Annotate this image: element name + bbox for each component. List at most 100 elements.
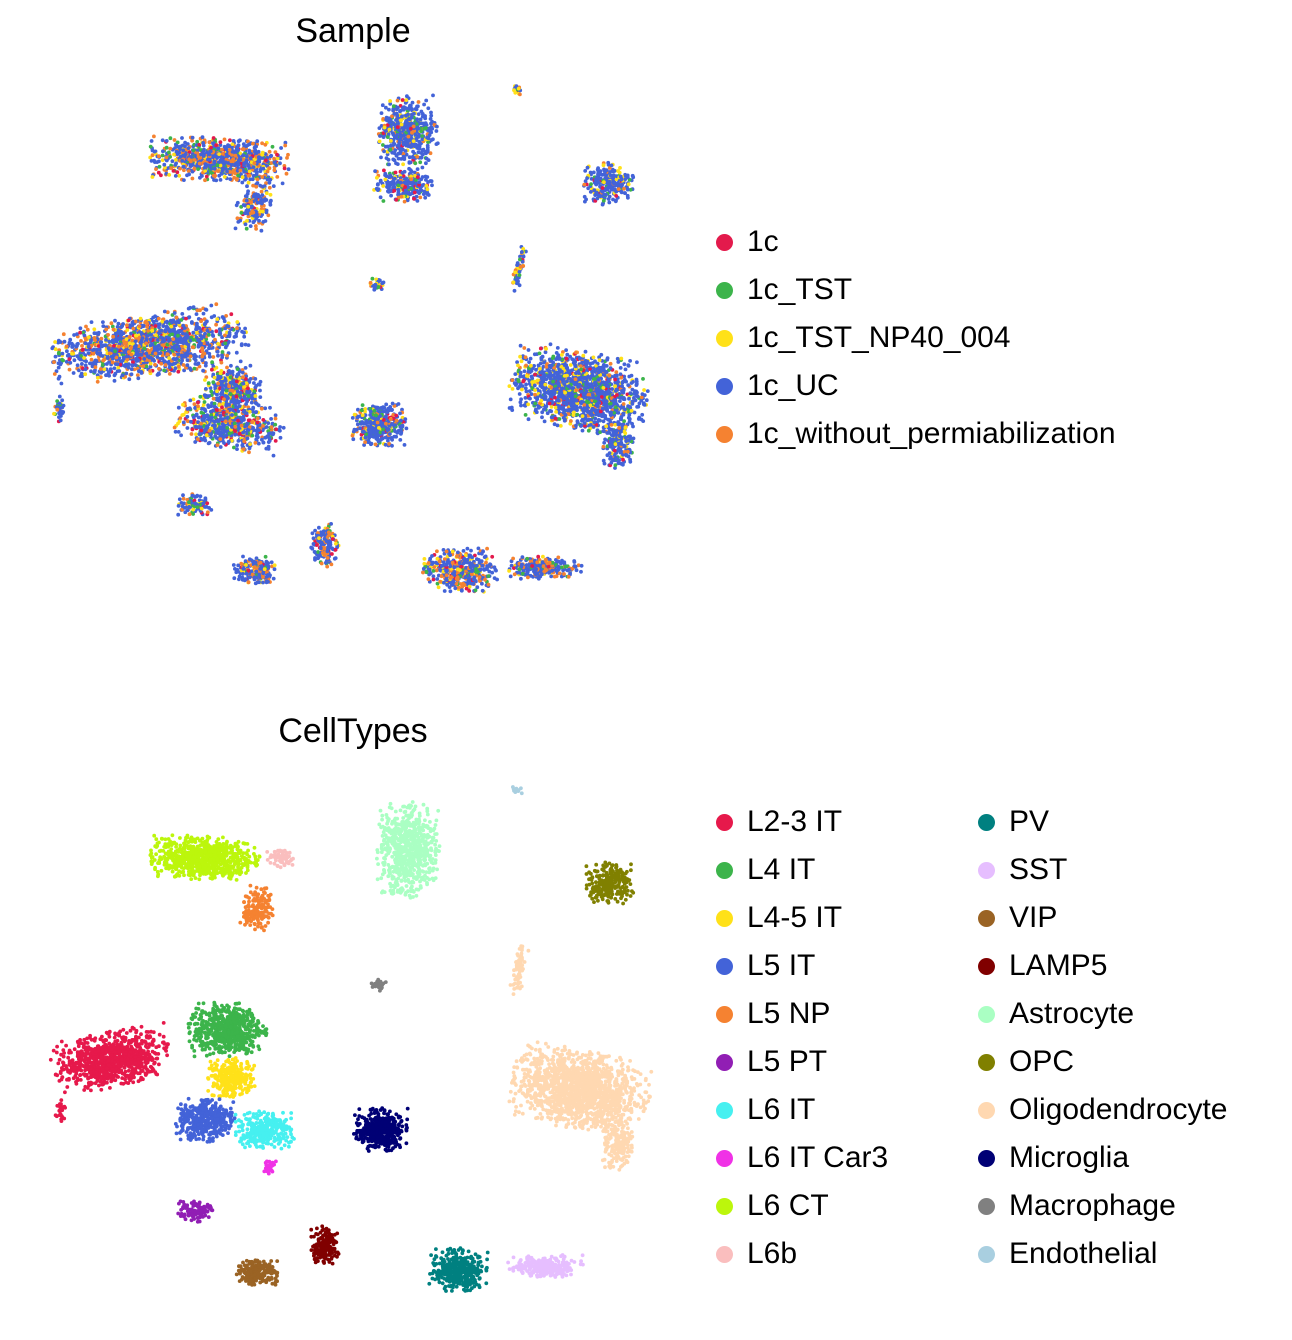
cell-point bbox=[254, 184, 259, 189]
cell-point bbox=[192, 402, 197, 406]
cell-point bbox=[175, 140, 180, 145]
cell-point bbox=[212, 375, 217, 380]
cell-point bbox=[131, 360, 135, 364]
cell-point bbox=[203, 438, 208, 443]
cell-point bbox=[215, 163, 220, 168]
cell-point bbox=[185, 414, 190, 419]
cell-point bbox=[169, 324, 174, 329]
cell-point bbox=[415, 175, 420, 180]
cell-point bbox=[201, 311, 206, 316]
cell-point bbox=[202, 322, 207, 327]
cell-point bbox=[376, 188, 380, 193]
cell-point bbox=[260, 156, 265, 160]
cell-point bbox=[103, 343, 108, 347]
cell-point bbox=[607, 194, 612, 199]
cell-point bbox=[406, 106, 411, 111]
cell-point bbox=[150, 153, 155, 158]
cell-point bbox=[181, 323, 186, 328]
cell-point bbox=[225, 353, 230, 358]
cell-point bbox=[125, 354, 129, 359]
cell-point bbox=[244, 411, 249, 416]
cell-point bbox=[266, 213, 271, 218]
cell-point bbox=[200, 135, 205, 140]
cell-point bbox=[512, 288, 517, 293]
cell-point bbox=[162, 309, 167, 314]
cell-point bbox=[170, 332, 175, 337]
cell-point bbox=[225, 365, 229, 370]
cell-point bbox=[267, 166, 272, 171]
cell-point bbox=[78, 326, 83, 331]
cell-point bbox=[52, 360, 56, 364]
cell-point bbox=[223, 326, 228, 331]
cell-point bbox=[521, 254, 526, 259]
cell-point bbox=[214, 329, 219, 334]
cell-point bbox=[416, 150, 421, 155]
cell-point bbox=[252, 192, 257, 197]
cell-point bbox=[172, 311, 177, 315]
cell-point bbox=[263, 406, 268, 411]
cell-point bbox=[251, 426, 256, 430]
cell-point bbox=[394, 198, 399, 202]
cell-point bbox=[111, 334, 115, 339]
cell-point bbox=[588, 190, 593, 194]
cell-point bbox=[80, 344, 84, 348]
cell-point bbox=[126, 350, 131, 354]
cell-point bbox=[216, 353, 220, 358]
cell-point bbox=[167, 173, 172, 177]
cell-point bbox=[218, 163, 223, 168]
cell-point bbox=[413, 161, 418, 166]
cell-point bbox=[235, 176, 239, 181]
cell-point bbox=[399, 134, 403, 139]
cell-point bbox=[220, 387, 225, 391]
cell-point bbox=[415, 167, 420, 172]
cell-point bbox=[245, 421, 250, 426]
cell-point bbox=[418, 195, 423, 200]
cell-point bbox=[273, 439, 278, 443]
cell-point bbox=[380, 281, 385, 286]
cell-point bbox=[187, 150, 192, 155]
cell-point bbox=[196, 344, 201, 349]
cell-point bbox=[119, 329, 124, 334]
cell-point bbox=[409, 107, 414, 111]
cell-point bbox=[238, 218, 243, 223]
cell-point bbox=[395, 98, 400, 103]
cell-point bbox=[268, 177, 273, 182]
cell-point bbox=[179, 340, 184, 345]
cell-point bbox=[187, 315, 192, 319]
cell-point bbox=[176, 369, 181, 374]
cell-point bbox=[199, 410, 204, 415]
cell-point bbox=[258, 395, 263, 399]
cell-point bbox=[236, 173, 241, 178]
cell-point bbox=[403, 185, 407, 189]
cell-point bbox=[236, 139, 241, 144]
cell-point bbox=[191, 338, 196, 342]
cell-point bbox=[230, 413, 234, 417]
cell-point bbox=[178, 166, 183, 171]
cell-point bbox=[214, 302, 219, 307]
cell-point bbox=[70, 351, 74, 356]
cell-point bbox=[223, 378, 228, 383]
cell-point bbox=[106, 346, 111, 351]
cell-point bbox=[368, 280, 373, 285]
cell-point bbox=[99, 370, 103, 375]
cell-point bbox=[267, 149, 272, 154]
cell-point bbox=[611, 168, 615, 173]
cell-point bbox=[200, 346, 205, 350]
cell-point bbox=[216, 169, 221, 174]
cell-point bbox=[160, 153, 165, 158]
cell-point bbox=[241, 375, 245, 379]
cell-point bbox=[158, 335, 163, 340]
cell-point bbox=[59, 381, 64, 386]
cell-point bbox=[396, 156, 401, 161]
cell-point bbox=[172, 425, 177, 430]
cell-point bbox=[152, 149, 157, 154]
cell-point bbox=[399, 122, 404, 127]
cell-point bbox=[160, 138, 165, 143]
cell-point bbox=[425, 145, 430, 150]
cell-point bbox=[414, 107, 419, 112]
cell-point bbox=[258, 200, 263, 205]
cell-point bbox=[154, 167, 158, 172]
cell-point bbox=[186, 146, 191, 151]
cell-point bbox=[153, 314, 158, 319]
cell-point bbox=[232, 335, 237, 339]
